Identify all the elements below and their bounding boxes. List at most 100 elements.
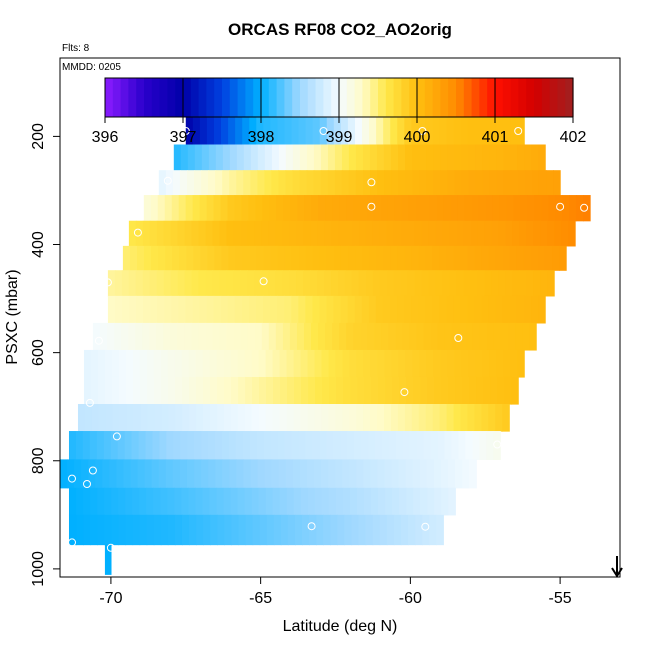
heatmap-cell	[463, 220, 472, 247]
heatmap-cell	[107, 322, 115, 351]
heatmap-cell	[474, 117, 483, 146]
heatmap-cell	[504, 376, 512, 405]
heatmap-cell	[240, 270, 248, 297]
heatmap-cell	[538, 295, 546, 324]
heatmap-cell	[386, 220, 395, 247]
heatmap-cell	[309, 514, 317, 546]
heatmap-cell	[505, 270, 513, 297]
heatmap-cell	[380, 195, 389, 222]
colorbar-segment	[229, 78, 239, 117]
heatmap-cell	[251, 349, 260, 378]
heatmap-cell	[437, 431, 446, 461]
heatmap-cell	[293, 349, 302, 378]
heatmap-cell	[395, 431, 404, 461]
heatmap-cell	[334, 170, 343, 196]
heatmap-cell	[474, 295, 483, 324]
heatmap-cell	[495, 404, 503, 432]
heatmap-cell	[263, 431, 272, 461]
heatmap-cell	[291, 295, 299, 324]
heatmap-cell	[97, 349, 106, 378]
down-arrow-marker	[611, 556, 623, 578]
heatmap-cell	[510, 349, 518, 378]
heatmap-cell	[426, 170, 434, 196]
heatmap-cell	[488, 404, 496, 432]
colorbar-segment	[315, 78, 324, 117]
heatmap-cell	[384, 459, 393, 489]
heatmap-cell	[240, 322, 249, 351]
heatmap-cell	[261, 270, 269, 297]
heatmap-cell	[555, 195, 563, 222]
heatmap-cell	[524, 144, 532, 171]
heatmap-cell	[506, 195, 514, 222]
heatmap-cell	[285, 144, 294, 171]
heatmap-cell	[160, 349, 169, 378]
heatmap-cell	[296, 270, 304, 297]
heatmap-cell	[199, 117, 208, 146]
heatmap-cell	[203, 376, 211, 405]
heatmap-cell	[167, 349, 176, 378]
heatmap-cell	[282, 322, 291, 351]
sample-point	[580, 203, 589, 212]
heatmap-cell	[299, 459, 308, 489]
heatmap-cell	[394, 195, 403, 222]
heatmap-cell	[376, 117, 384, 146]
heatmap-cell	[371, 376, 379, 405]
heatmap-cell	[385, 376, 393, 405]
heatmap-cell	[285, 459, 294, 489]
colorbar-segment	[136, 78, 145, 117]
heatmap-cell	[133, 404, 142, 432]
heatmap-cell	[446, 117, 455, 146]
heatmap-cell	[83, 514, 91, 546]
heatmap-cell	[118, 487, 126, 516]
heatmap-cell	[522, 322, 530, 351]
heatmap-cell	[393, 270, 402, 297]
heatmap-cell	[128, 270, 137, 297]
heatmap-cell	[222, 144, 231, 171]
heatmap-cell	[139, 349, 148, 378]
heatmap-cell	[456, 220, 465, 247]
heatmap-cell	[118, 376, 127, 405]
heatmap-cell	[446, 245, 455, 271]
heatmap-cell	[526, 220, 534, 247]
heatmap-cell	[210, 376, 218, 405]
heatmap-cell	[365, 220, 374, 247]
heatmap-cell	[138, 431, 147, 461]
colorbar-segment	[510, 78, 519, 117]
heatmap-cell	[474, 404, 482, 432]
heatmap-cell	[411, 295, 419, 324]
heatmap-cell	[458, 431, 467, 461]
heatmap-cell	[391, 170, 399, 196]
heatmap-cell	[125, 376, 134, 405]
heatmap-cell	[322, 376, 330, 405]
heatmap-cell	[353, 322, 361, 351]
heatmap-cell	[464, 195, 473, 222]
heatmap-cell	[84, 404, 93, 432]
heatmap-cell	[492, 195, 501, 222]
heatmap-cell	[277, 245, 286, 271]
heatmap-cell	[339, 195, 347, 222]
heatmap-cell	[111, 376, 120, 405]
heatmap-cell	[583, 195, 591, 222]
heatmap-cell	[441, 487, 449, 516]
heatmap-cell	[339, 322, 347, 351]
heatmap-cell	[154, 404, 163, 432]
heatmap-cell	[405, 459, 414, 489]
heatmap-cell	[405, 144, 413, 171]
heatmap-cell	[105, 404, 114, 432]
heatmap-cell	[172, 459, 181, 489]
heatmap-cell	[319, 431, 327, 461]
heatmap-cell	[156, 220, 165, 247]
heatmap-cell	[292, 459, 301, 489]
colorbar-segment	[144, 78, 153, 117]
heatmap-cell	[82, 431, 91, 461]
heatmap-cell	[188, 349, 197, 378]
heatmap-cell	[220, 195, 229, 222]
heatmap-cell	[230, 404, 239, 432]
colorbar-segment	[409, 78, 418, 117]
heatmap-cell	[370, 349, 379, 378]
heatmap-cell	[460, 404, 469, 432]
heatmap-cell	[444, 322, 453, 351]
heatmap-cell	[468, 144, 476, 171]
heatmap-cell	[180, 431, 188, 461]
